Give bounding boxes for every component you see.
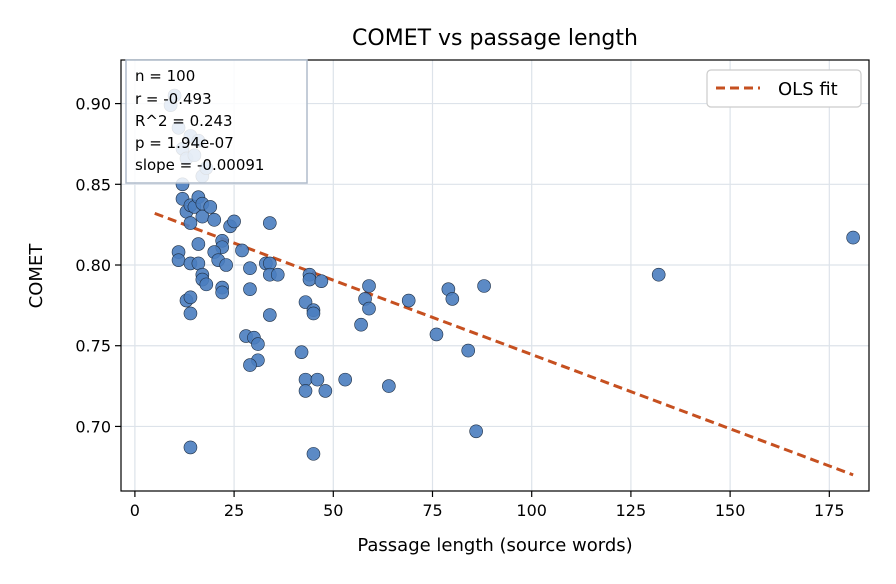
data-point — [318, 384, 333, 398]
data-point — [171, 253, 186, 267]
plot-frame — [120, 59, 870, 492]
x-axis-ticks: 0 25 50 75 100 125 150 175 — [130, 491, 845, 520]
y-axis-title: COMET — [26, 243, 47, 309]
x-axis-title: Passage length (source words) — [357, 535, 632, 556]
stats-r: r = -0.493 — [135, 90, 212, 108]
y-tick-label: 0.80 — [75, 256, 111, 275]
ols-fit-line — [154, 211, 854, 477]
legend: OLS fit — [706, 69, 862, 108]
x-tick-label: 75 — [422, 501, 442, 520]
data-point — [306, 306, 321, 321]
stats-p: p = 1.94e-07 — [135, 134, 234, 152]
stats-box-frame — [125, 59, 308, 184]
data-point — [199, 277, 214, 292]
data-point — [354, 317, 368, 332]
x-tick-label: 150 — [715, 501, 746, 520]
x-tick-label: 50 — [323, 501, 343, 520]
y-axis-ticks: 0.70 0.75 0.80 0.85 0.90 — [75, 95, 121, 436]
y-tick-label: 0.85 — [75, 175, 111, 194]
legend-frame — [706, 69, 862, 108]
data-point — [651, 267, 666, 282]
y-tick-label: 0.90 — [75, 95, 111, 114]
data-point — [302, 272, 317, 287]
data-point — [270, 267, 285, 282]
stats-slope: slope = -0.00091 — [135, 156, 264, 174]
x-tick-label: 0 — [130, 501, 140, 520]
data-point — [183, 440, 198, 455]
data-point — [227, 214, 241, 229]
data-point — [183, 306, 198, 321]
legend-fit-label: OLS fit — [778, 79, 838, 100]
x-tick-label: 100 — [516, 501, 547, 520]
data-point — [191, 237, 206, 251]
x-tick-label: 125 — [616, 501, 647, 520]
data-point — [314, 274, 329, 288]
data-point — [362, 279, 376, 293]
data-point — [469, 424, 483, 439]
data-point — [219, 258, 233, 272]
data-point — [203, 200, 218, 214]
data-point — [306, 447, 321, 461]
data-point — [429, 327, 444, 342]
data-point — [263, 216, 277, 230]
data-point — [215, 285, 229, 300]
chart-title: COMET vs passage length — [352, 26, 638, 51]
data-point — [401, 293, 416, 308]
data-point — [183, 216, 198, 230]
data-point — [477, 279, 491, 293]
data-point — [243, 261, 257, 276]
data-point — [461, 343, 476, 358]
data-point — [294, 345, 309, 359]
data-point — [382, 379, 396, 393]
y-tick-label: 0.70 — [75, 417, 111, 436]
data-point — [362, 301, 376, 316]
data-point — [298, 384, 313, 398]
data-point — [207, 213, 222, 227]
fit-line-layer — [154, 211, 854, 477]
x-tick-label: 175 — [814, 501, 845, 520]
data-point — [251, 337, 265, 351]
stats-r2: R^2 = 0.243 — [135, 112, 233, 130]
data-point — [846, 230, 860, 245]
data-point — [183, 290, 198, 305]
data-point — [235, 243, 249, 258]
y-tick-label: 0.75 — [75, 337, 111, 356]
stats-box: n = 100 r = -0.493 R^2 = 0.243 p = 1.94e… — [125, 59, 308, 184]
data-point — [445, 292, 460, 306]
data-point — [243, 358, 257, 372]
data-point — [338, 372, 353, 387]
data-point — [263, 308, 277, 322]
stats-n: n = 100 — [135, 67, 195, 85]
x-tick-label: 25 — [224, 501, 244, 520]
data-point — [310, 372, 325, 387]
data-point — [243, 282, 257, 297]
